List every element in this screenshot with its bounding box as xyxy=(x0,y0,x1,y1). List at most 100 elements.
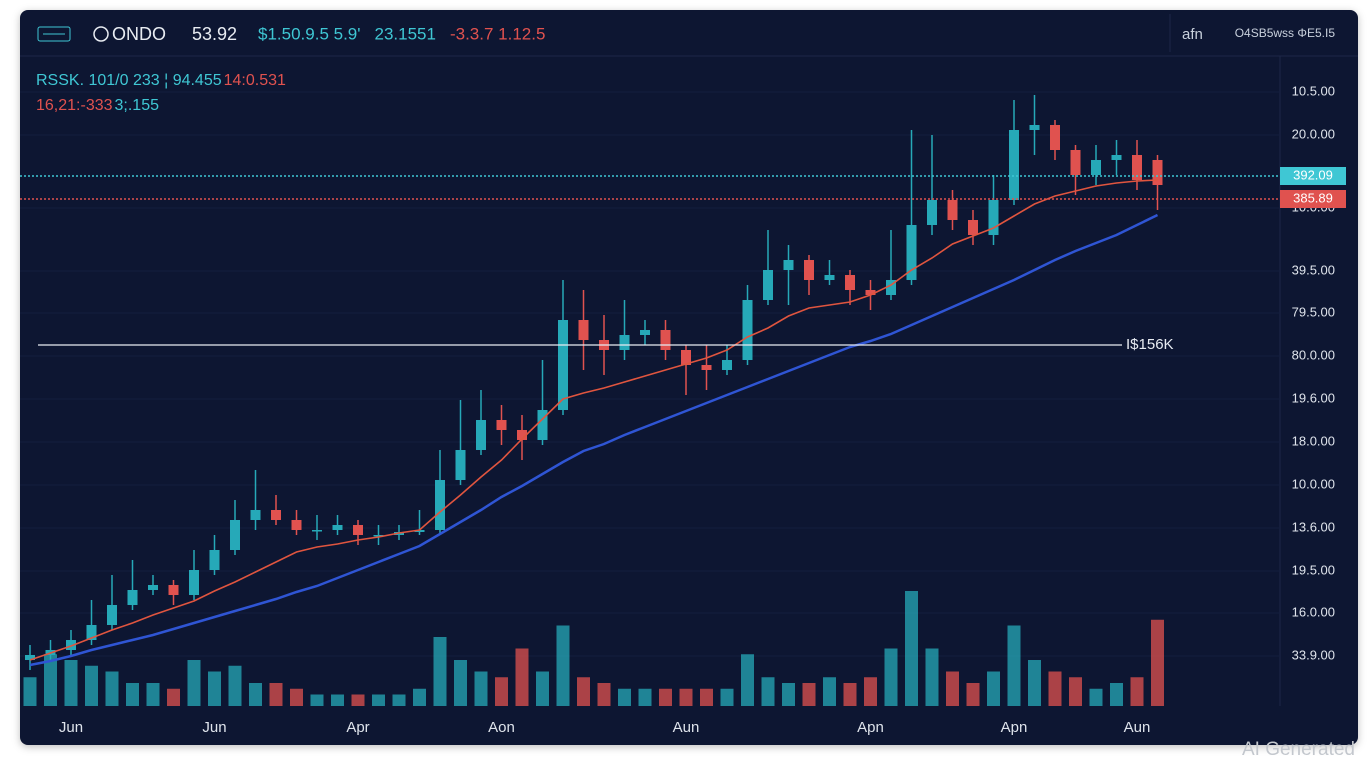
indicator-text: 16,21:-333 xyxy=(36,97,113,114)
y-tick-label: 10.5.00 xyxy=(1292,83,1335,98)
volume-bar xyxy=(802,683,816,706)
candle-body xyxy=(414,530,425,532)
volume-bar xyxy=(1089,688,1103,706)
candle-body xyxy=(66,640,76,650)
candle-body xyxy=(845,275,855,290)
volume-bar xyxy=(864,677,877,706)
volume-bar xyxy=(413,688,426,706)
volume-bar xyxy=(228,665,242,706)
price-label: I$156K xyxy=(1126,336,1174,353)
volume-bar xyxy=(208,671,221,706)
indicator-text: 3;.155 xyxy=(115,97,160,114)
volume-bar xyxy=(638,688,652,706)
candle-body xyxy=(1132,155,1142,180)
x-tick-label: Apn xyxy=(1001,719,1028,736)
candle-body xyxy=(906,225,917,280)
moving-average xyxy=(29,179,1158,661)
x-tick-label: Aun xyxy=(1124,719,1151,736)
x-tick-label: Jun xyxy=(202,719,226,736)
volume-bar xyxy=(843,683,857,706)
volume-bar xyxy=(351,694,365,706)
menu-icon[interactable] xyxy=(37,26,71,42)
y-tick-label: 39.5.00 xyxy=(1292,262,1335,277)
volume-bar xyxy=(1048,671,1062,706)
volume-bar xyxy=(474,671,488,706)
volume-bar xyxy=(741,654,754,706)
volume-bar xyxy=(290,688,303,706)
volume-bar xyxy=(905,591,918,706)
candle-body xyxy=(25,655,35,660)
y-tick-label: 33.9.00 xyxy=(1292,647,1335,662)
volume-bar xyxy=(105,671,119,706)
volume-bar xyxy=(23,677,37,706)
y-tick-label: 80.0.00 xyxy=(1292,347,1335,362)
volume-bar xyxy=(392,694,406,706)
candle-body xyxy=(783,260,794,270)
x-tick-label: Jun xyxy=(59,719,83,736)
candle-body xyxy=(619,335,630,350)
candle-body xyxy=(968,220,978,235)
volume-bar xyxy=(925,648,939,706)
volume-bar xyxy=(126,683,139,706)
y-tick-label: 16.0.00 xyxy=(1292,604,1335,619)
candle-body xyxy=(804,260,814,280)
volume-bar xyxy=(987,671,1000,706)
candle-body xyxy=(332,525,343,530)
volume-bar xyxy=(679,688,693,706)
candle-body xyxy=(824,275,835,280)
indicator-text: 14:0.531 xyxy=(224,72,286,89)
volume-bar xyxy=(515,648,529,706)
x-tick-label: Apn xyxy=(857,719,884,736)
header-stat: $1.50.9.5 5.9' xyxy=(258,24,361,43)
candle-body xyxy=(1070,150,1081,175)
volume-bar xyxy=(761,677,775,706)
volume-bar xyxy=(44,654,57,706)
price-label-box xyxy=(1280,190,1346,208)
y-tick-label: 13.6.00 xyxy=(1292,519,1335,534)
logo[interactable]: ONDO xyxy=(112,24,166,44)
candle-body xyxy=(681,350,691,365)
header-icon[interactable]: afn xyxy=(1182,26,1203,43)
volume-bar xyxy=(1069,677,1082,706)
candle-body xyxy=(209,550,220,570)
volume-bar xyxy=(966,683,980,706)
x-tick-label: Apr xyxy=(346,719,369,736)
volume-bar xyxy=(146,683,160,706)
candle-body xyxy=(435,480,445,530)
candle-body xyxy=(250,510,261,520)
volume-bar xyxy=(187,660,201,706)
watermark: AI Generated xyxy=(1242,739,1355,760)
candle-body xyxy=(168,585,179,595)
y-tick-label: 79.5.00 xyxy=(1292,304,1335,319)
volume-bar xyxy=(85,665,98,706)
volume-bar xyxy=(556,625,570,706)
candle-body xyxy=(1091,160,1101,175)
price-label: 392.09 xyxy=(1293,167,1333,182)
moving-average xyxy=(29,213,1159,667)
candle-body xyxy=(1009,130,1019,200)
candle-body xyxy=(660,330,671,350)
volume-bar xyxy=(823,677,836,706)
volume-bar xyxy=(536,671,549,706)
header-right: O4SB5wss ΦE5.I5 xyxy=(1235,26,1336,40)
y-tick-label: 10.0.00 xyxy=(1292,476,1335,491)
candle-body xyxy=(763,270,773,300)
candle-body xyxy=(291,520,302,530)
volume-bar xyxy=(310,694,324,706)
volume-bar xyxy=(454,660,467,706)
candle-body xyxy=(947,200,958,220)
volume-bar xyxy=(618,688,631,706)
volume-bar xyxy=(372,694,385,706)
volume-bar xyxy=(1151,619,1164,706)
header-stat: -3.3.7 1.12.5 xyxy=(450,24,545,43)
candle-body xyxy=(988,200,999,235)
candle-body xyxy=(107,605,117,625)
volume-bar xyxy=(659,688,672,706)
price-label-box xyxy=(1280,167,1346,185)
candle-body xyxy=(1050,125,1060,150)
volume-bar xyxy=(1028,660,1041,706)
candle-body xyxy=(722,360,732,370)
candle-body xyxy=(1111,155,1122,160)
header-stat: 23.1551 xyxy=(375,24,436,43)
